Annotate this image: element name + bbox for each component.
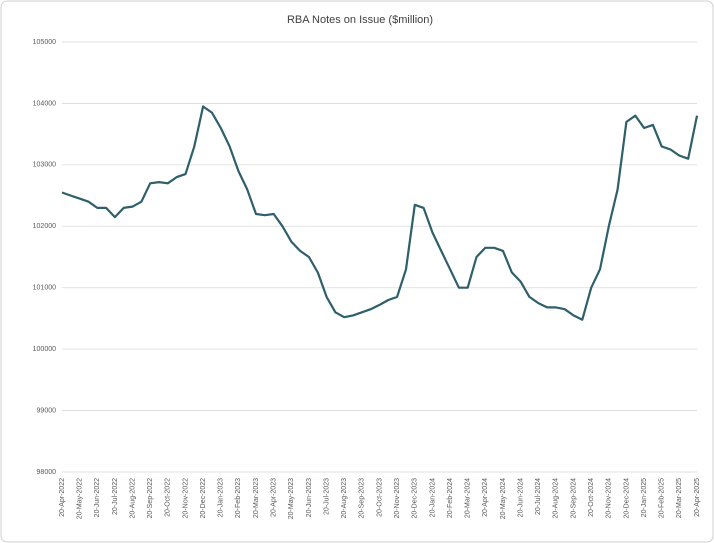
- x-tick-label: 20-Jan-2023: [218, 478, 225, 517]
- y-tick-label: 105000: [33, 39, 56, 46]
- y-tick-label: 101000: [33, 285, 56, 292]
- y-tick-label: 98000: [37, 469, 57, 476]
- x-tick-label: 20-May-2022: [76, 478, 83, 519]
- x-tick-label: 20-Dec-2022: [200, 478, 207, 519]
- x-tick-label: 20-May-2024: [500, 478, 507, 519]
- x-tick-label: 20-Jan-2025: [641, 478, 648, 517]
- x-tick-label: 20-Jan-2024: [429, 478, 436, 517]
- x-tick-label: 20-Aug-2023: [341, 478, 348, 519]
- x-tick-label: 20-Mar-2024: [465, 478, 472, 518]
- chart-title: RBA Notes on Issue ($million): [287, 14, 433, 26]
- x-tick-label: 20-Jun-2022: [94, 478, 101, 517]
- x-tick-label: 20-Jul-2023: [323, 478, 330, 515]
- x-tick-label: 20-Oct-2022: [165, 478, 172, 517]
- x-tick-label: 20-Dec-2023: [412, 478, 419, 519]
- x-tick-label: 20-Jun-2024: [517, 478, 524, 517]
- x-tick-label: 20-Apr-2025: [694, 478, 701, 517]
- x-tick-label: 20-Oct-2024: [588, 478, 595, 517]
- x-tick-label: 20-Dec-2024: [623, 478, 630, 519]
- x-tick-label: 20-Mar-2025: [676, 478, 683, 518]
- x-tick-label: 20-Mar-2023: [253, 478, 260, 518]
- x-tick-label: 20-Jul-2022: [112, 478, 119, 515]
- x-tick-label: 20-Jul-2024: [535, 478, 542, 515]
- y-tick-label: 103000: [33, 162, 56, 169]
- y-tick-label: 102000: [33, 223, 56, 230]
- x-tick-label: 20-Jun-2023: [306, 478, 313, 517]
- x-tick-label: 20-Feb-2025: [659, 478, 666, 518]
- x-tick-label: 20-Sep-2022: [147, 478, 154, 519]
- x-tick-label: 20-Feb-2023: [235, 478, 242, 518]
- x-tick-label: 20-Feb-2024: [447, 478, 454, 518]
- x-tick-label: 20-Aug-2022: [129, 478, 136, 519]
- y-tick-label: 99000: [37, 407, 57, 414]
- x-tick-label: 20-Oct-2023: [376, 478, 383, 517]
- y-tick-label: 100000: [33, 346, 56, 353]
- x-tick-label: 20-Sep-2024: [570, 478, 577, 519]
- x-tick-label: 20-Apr-2024: [482, 478, 489, 517]
- x-tick-label: 20-Nov-2023: [394, 478, 401, 519]
- y-tick-label: 104000: [33, 100, 56, 107]
- x-tick-label: 20-Aug-2024: [553, 478, 560, 519]
- x-tick-label: 20-Nov-2024: [606, 478, 613, 519]
- x-tick-label: 20-Apr-2023: [271, 478, 278, 517]
- x-tick-label: 20-Nov-2022: [182, 478, 189, 519]
- x-tick-label: 20-Apr-2022: [59, 478, 66, 517]
- x-tick-label: 20-May-2023: [288, 478, 295, 519]
- data-line: [61, 105, 699, 321]
- x-tick-label: 20-Sep-2023: [359, 478, 366, 519]
